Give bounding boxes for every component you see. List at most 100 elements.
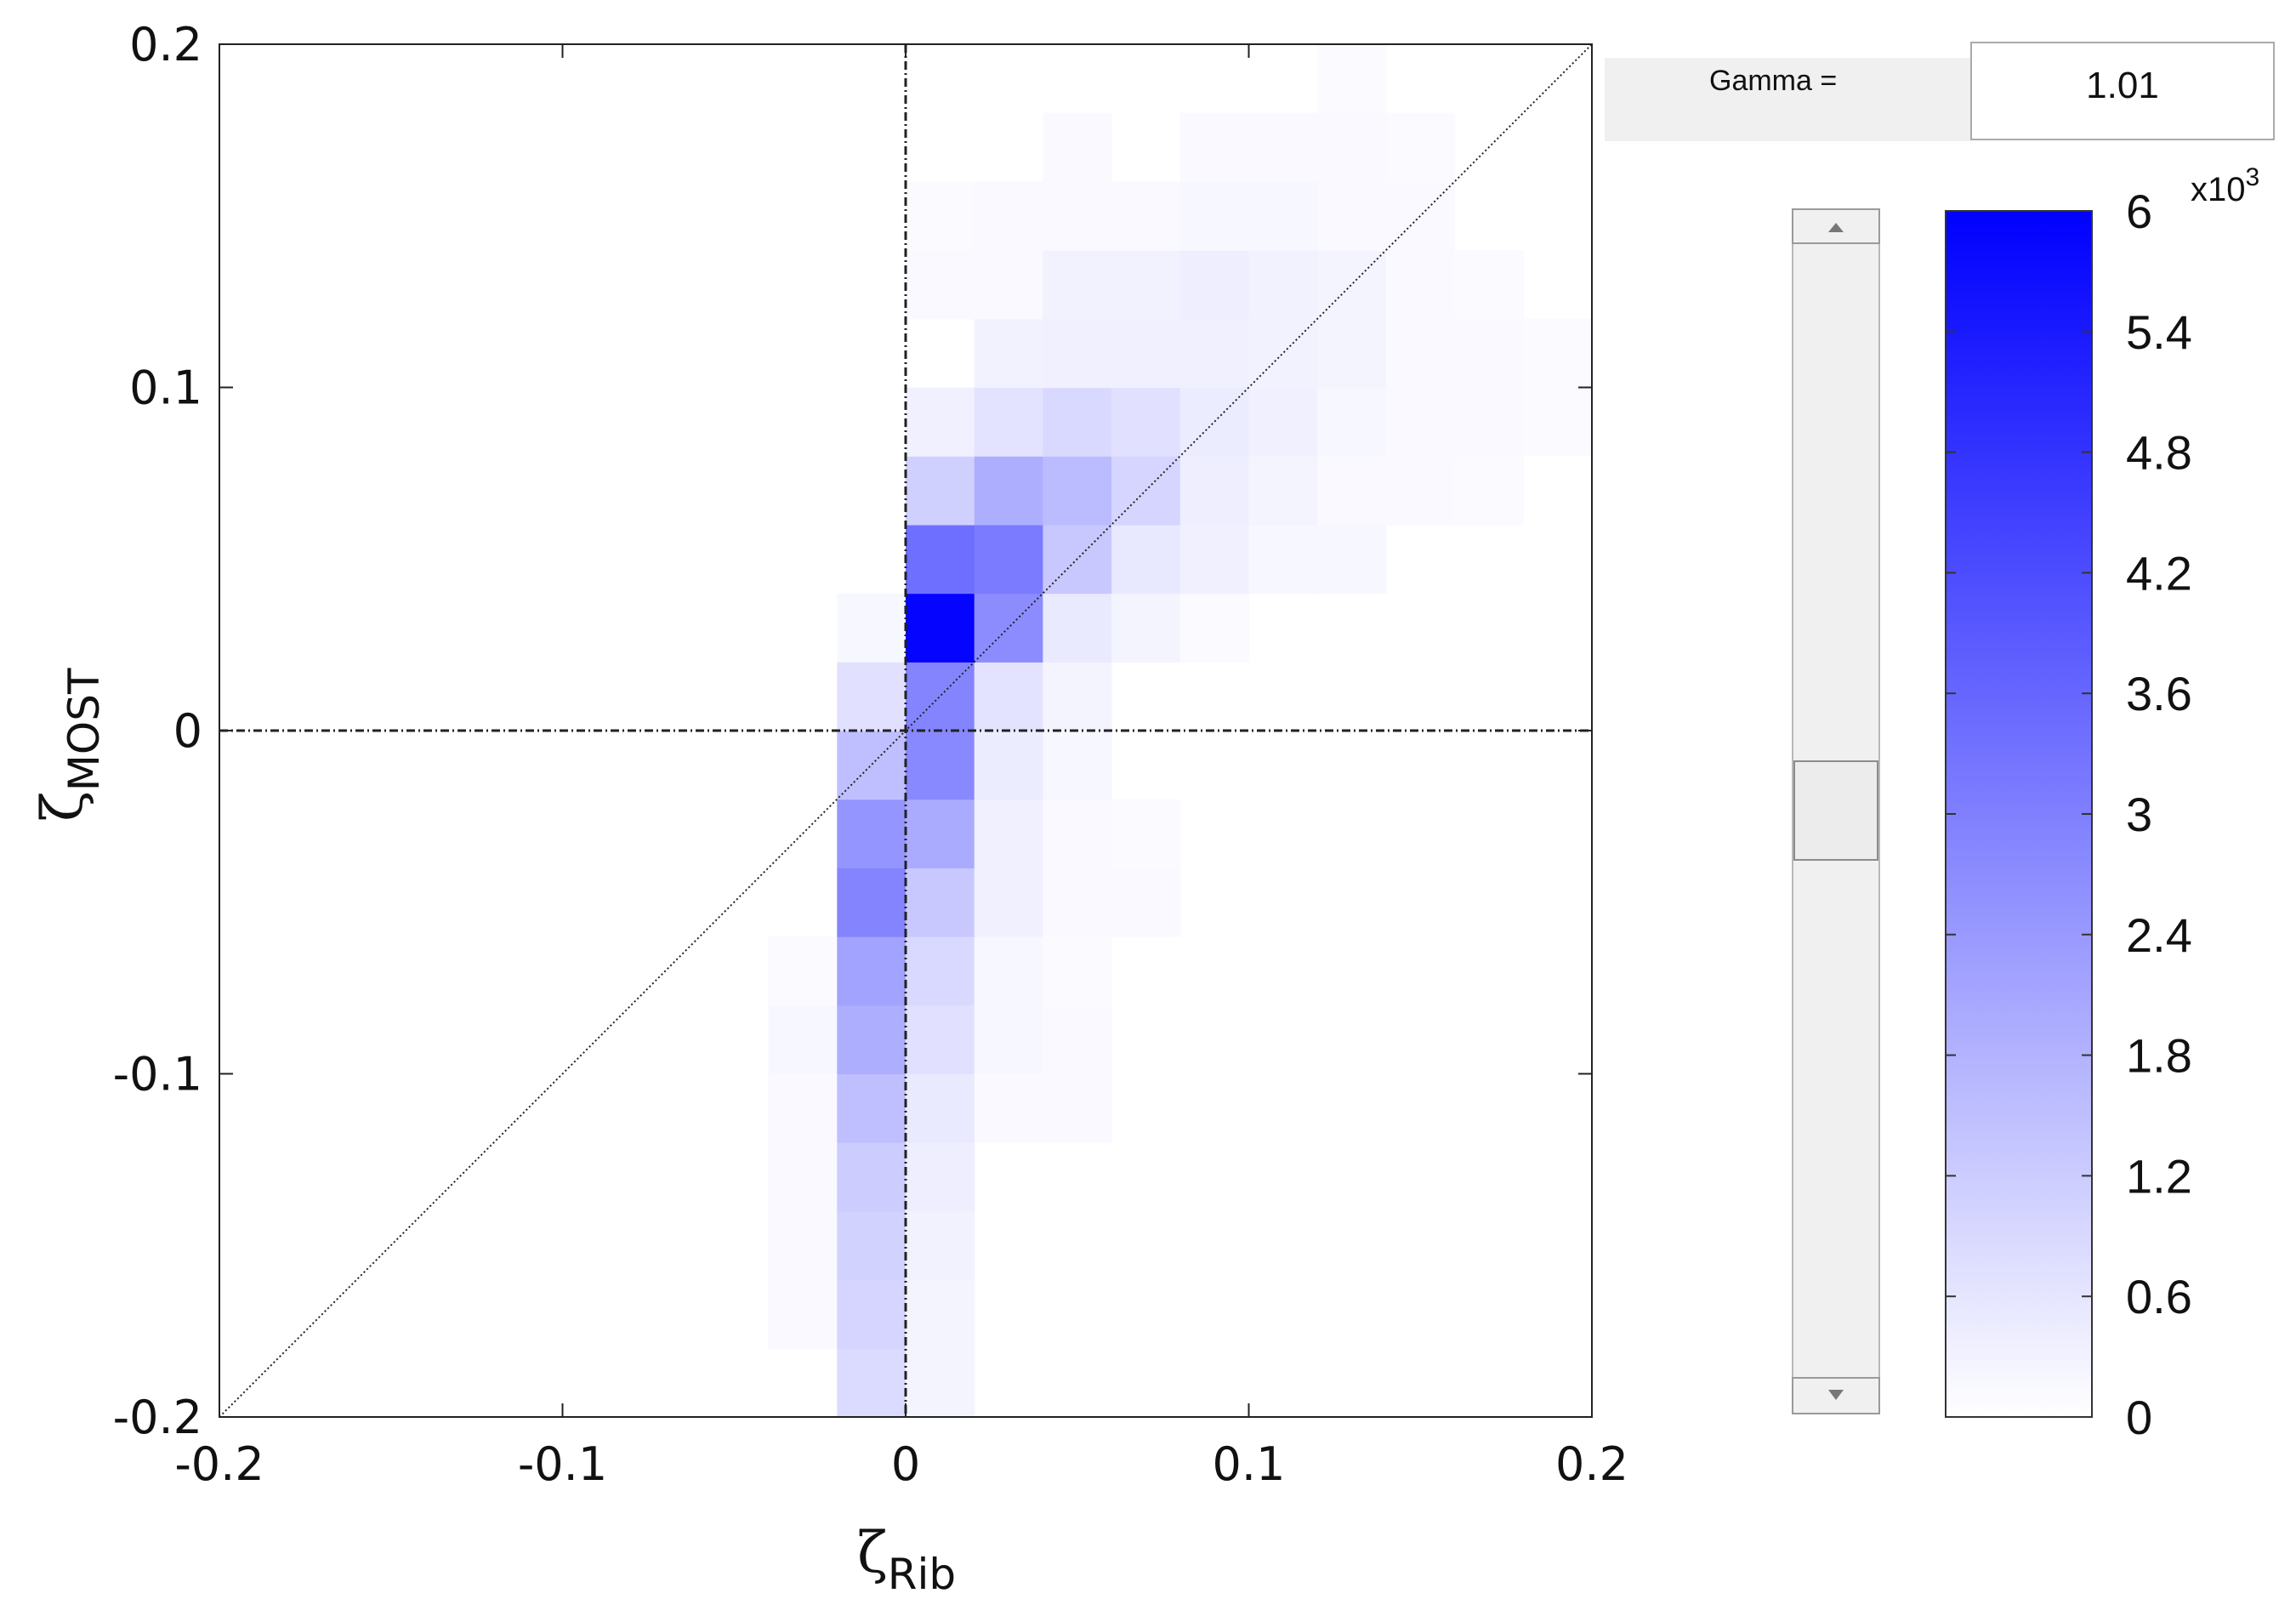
heatmap-cell [974, 181, 1043, 251]
reference-lines [219, 43, 1593, 1418]
heatmap-cell [1317, 456, 1387, 526]
heatmap-cell [974, 731, 1043, 800]
colorbar-tick-label: 2.4 [2126, 908, 2192, 962]
heatmap-cell [1179, 318, 1250, 389]
heatmap-cell [906, 387, 975, 457]
heatmap-cell [1317, 524, 1387, 595]
y-tick-label: -0.2 [113, 1391, 202, 1444]
heatmap-cell [1317, 318, 1387, 389]
heatmap-cell [1248, 181, 1318, 251]
heatmap-cell [1248, 112, 1318, 182]
heatmap-cell [1111, 181, 1181, 251]
heatmap-cell [906, 731, 975, 800]
chevron-down-icon [1828, 1390, 1844, 1400]
heatmap-cell [974, 250, 1043, 320]
heatmap-cell [906, 1073, 975, 1143]
heatmap-cell [906, 250, 975, 320]
heatmap-cell [1317, 181, 1387, 251]
heatmap-cell [1043, 662, 1112, 731]
x-tick-label: -0.1 [518, 1437, 607, 1491]
heatmap-cell [906, 1004, 975, 1075]
heatmap-cells [768, 44, 1593, 1418]
heatmap-cell [1111, 318, 1181, 389]
colorbar-exponent-base: x10 [2191, 171, 2246, 208]
y-axis-title-subscript: MOST [60, 668, 109, 791]
colorbar-ticks: 0 0.6 1.2 1.8 2.4 3 3.6 4.2 4.8 5.4 6 [1946, 185, 2192, 1444]
heatmap-cell [1111, 387, 1181, 457]
heatmap-cell [768, 1073, 838, 1143]
heatmap-cell [1043, 318, 1112, 389]
heatmap-cell [1317, 112, 1387, 182]
heatmap-cell [974, 936, 1043, 1006]
x-tick-label: 0.2 [1555, 1437, 1628, 1491]
heatmap-cell [974, 799, 1043, 868]
heatmap-cell [768, 1004, 838, 1075]
heatmap-cell [1248, 387, 1318, 457]
heatmap-cell [837, 731, 906, 800]
heatmap-cell [906, 1142, 975, 1212]
heatmap-cell [837, 1004, 906, 1075]
heatmap-cell [1385, 387, 1456, 457]
heatmap-cell [837, 1073, 906, 1143]
heatmap-cell [906, 593, 975, 663]
heatmap-cell [768, 1210, 838, 1281]
heatmap-cell [768, 1279, 838, 1349]
y-axis-title: ζMOST [30, 668, 109, 822]
colorbar-tick-label: 5.4 [2126, 305, 2192, 359]
colorbar-tick-label: 0 [2126, 1391, 2152, 1444]
heatmap-cell [1043, 181, 1112, 251]
heatmap-cell [1111, 593, 1181, 663]
colorbar-tick-label: 1.8 [2126, 1029, 2192, 1083]
heatmap-cell [768, 1142, 838, 1212]
heatmap-cell [837, 799, 906, 868]
axis-ticks: -0.2 -0.1 0 0.1 0.2 -0.2 -0.1 0 0.1 0.2 [113, 18, 1628, 1491]
y-axis-title-group: ζMOST [30, 668, 109, 822]
gamma-slider[interactable] [1792, 208, 1880, 1414]
heatmap-cell [974, 387, 1043, 457]
heatmap-cell [768, 936, 838, 1006]
y-tick-label: 0.1 [129, 361, 202, 415]
y-tick-label: 0.2 [129, 18, 202, 71]
heatmap-cell [1043, 1004, 1112, 1075]
heatmap-cell [974, 318, 1043, 389]
heatmap-cell [837, 1348, 906, 1418]
heatmap-cell [1111, 524, 1181, 595]
heatmap-cell [906, 936, 975, 1006]
chevron-up-icon [1828, 223, 1844, 232]
heatmap-cell [1248, 456, 1318, 526]
heatmap-cell [1317, 387, 1387, 457]
heatmap-cell [1385, 112, 1456, 182]
colorbar-exponent: x103 [2191, 163, 2259, 208]
heatmap-cell [1043, 456, 1112, 526]
heatmap-cell [906, 799, 975, 868]
gamma-label-panel [1605, 58, 1970, 141]
x-tick-label: 0 [891, 1437, 920, 1491]
heatmap-cell [837, 868, 906, 937]
heatmap-cell [1317, 250, 1387, 320]
heatmap-cell [1179, 112, 1250, 182]
colorbar-tick-label: 6 [2126, 185, 2152, 238]
y-axis-title-symbol: ζ [30, 791, 95, 822]
heatmap-cell [837, 936, 906, 1006]
x-tick-label: 0.1 [1213, 1437, 1286, 1491]
x-axis-title-symbol: ζ [857, 1520, 888, 1585]
gamma-input[interactable] [1970, 42, 2275, 140]
heatmap-cell [906, 1279, 975, 1349]
heatmap-cell [974, 1073, 1043, 1143]
heatmap-cell [1111, 868, 1181, 937]
heatmap-cell [906, 456, 975, 526]
slider-thumb[interactable] [1793, 760, 1878, 861]
colorbar-exponent-power: 3 [2246, 163, 2260, 191]
heatmap-cell [906, 868, 975, 937]
heatmap-cell [1454, 318, 1524, 389]
heatmap-cell [974, 868, 1043, 937]
heatmap-cell [1111, 799, 1181, 868]
y-tick-label: 0 [173, 704, 202, 758]
heatmap-cell [906, 524, 975, 595]
heatmap-cell [1111, 250, 1181, 320]
heatmap-cell [1523, 318, 1593, 389]
heatmap-cell [1043, 731, 1112, 800]
y-tick-label: -0.1 [113, 1048, 202, 1101]
gamma-control: Gamma = 1.01 [1605, 42, 2275, 141]
